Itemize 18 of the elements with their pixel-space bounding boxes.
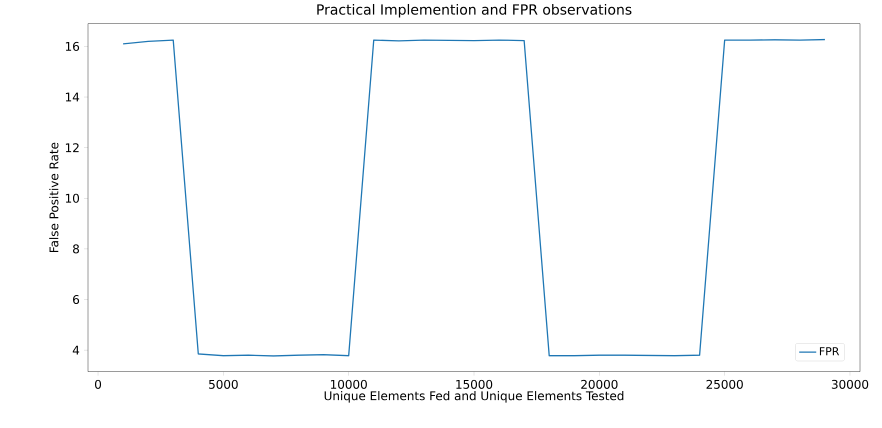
y-axis-title: False Positive Rate [49, 142, 58, 252]
x-tick-label: 5000 [209, 380, 238, 390]
legend-label: FPR [820, 347, 840, 356]
x-tick-label: 10000 [330, 380, 367, 390]
x-tick-label: 25000 [706, 380, 743, 390]
y-tick-label: 16 [66, 42, 80, 52]
x-tick-label: 15000 [456, 380, 492, 390]
y-tick-label: 4 [72, 346, 80, 355]
x-tick-label: 20000 [581, 380, 618, 390]
y-tick-label: 12 [66, 143, 79, 152]
chart-title: Practical Implemention and FPR observations [317, 4, 632, 18]
x-tick-label: 30000 [832, 380, 868, 390]
y-tick-label: 14 [66, 92, 80, 102]
y-tick-label: 10 [66, 194, 80, 203]
y-tick-label: 6 [73, 295, 80, 304]
x-axis-title: Unique Elements Fed and Unique Elements Tested [324, 391, 624, 403]
x-tick-label: 0 [95, 380, 102, 390]
y-tick-label: 8 [73, 244, 79, 254]
